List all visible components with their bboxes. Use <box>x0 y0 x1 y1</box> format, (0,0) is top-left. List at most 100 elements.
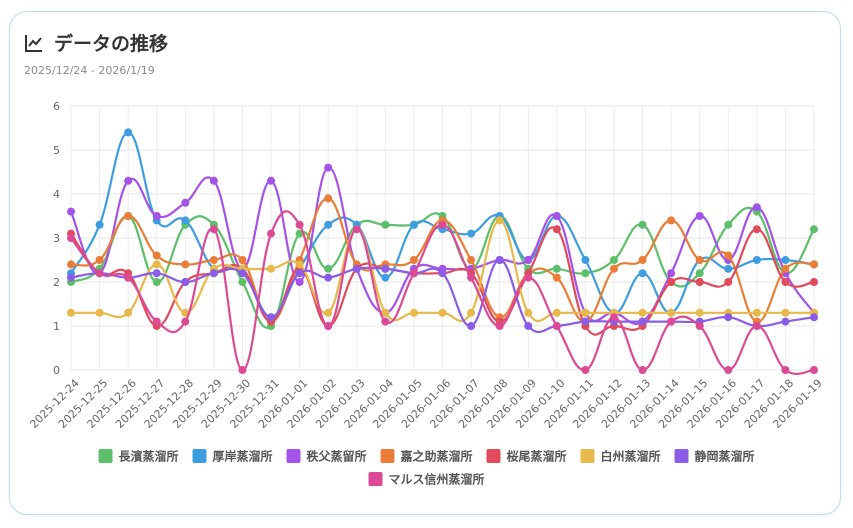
data-point <box>695 269 704 278</box>
data-point <box>209 256 218 264</box>
data-point <box>181 260 190 269</box>
data-point <box>295 220 304 229</box>
data-point <box>752 308 761 317</box>
data-point <box>609 256 618 264</box>
legend-label: 白州蒸溜所 <box>601 449 661 464</box>
data-point <box>152 251 161 260</box>
data-point <box>324 194 333 203</box>
data-point <box>381 317 390 326</box>
data-point <box>781 278 790 286</box>
data-point <box>238 366 247 374</box>
data-point <box>524 273 533 282</box>
data-point <box>124 128 133 137</box>
data-point <box>781 308 790 317</box>
data-point <box>438 220 447 229</box>
series-line-7 <box>70 210 815 375</box>
data-point <box>724 313 733 322</box>
data-point <box>381 220 390 229</box>
data-point <box>238 278 247 286</box>
data-point <box>495 216 504 225</box>
data-point <box>667 317 676 326</box>
data-point <box>581 317 590 326</box>
data-point <box>667 269 676 278</box>
data-point <box>524 322 533 330</box>
data-point <box>324 322 333 330</box>
data-point <box>209 225 218 234</box>
data-point <box>467 308 476 317</box>
data-point <box>552 273 561 282</box>
data-point <box>638 269 647 278</box>
data-point <box>609 264 618 273</box>
data-point <box>495 256 504 264</box>
data-point <box>381 264 390 273</box>
data-point <box>581 366 590 374</box>
data-point <box>124 176 133 185</box>
data-point <box>95 308 104 317</box>
data-point <box>638 366 647 374</box>
data-point <box>752 203 761 212</box>
data-point <box>638 220 647 229</box>
y-tick-label: 6 <box>53 100 60 113</box>
data-point <box>695 256 704 264</box>
data-point <box>124 273 133 282</box>
data-point <box>810 278 818 286</box>
data-point <box>152 212 161 220</box>
legend-swatch <box>368 472 383 486</box>
data-point <box>181 317 190 326</box>
data-point <box>581 256 590 264</box>
data-point <box>409 308 418 317</box>
data-point <box>409 256 418 264</box>
data-point <box>324 273 333 282</box>
data-point <box>810 225 818 234</box>
data-point <box>524 256 533 264</box>
y-tick-label: 0 <box>53 364 60 377</box>
data-point <box>95 220 104 229</box>
line-chart-icon <box>25 34 42 52</box>
data-point <box>267 313 276 322</box>
data-point <box>295 278 304 286</box>
data-point <box>781 317 790 326</box>
data-point <box>810 313 818 322</box>
data-point <box>724 251 733 260</box>
data-point <box>181 278 190 286</box>
data-point <box>552 322 561 330</box>
legend-label: 嘉之助蒸溜所 <box>399 449 472 464</box>
data-point <box>552 264 561 273</box>
data-point <box>667 216 676 225</box>
data-point <box>152 269 161 278</box>
page-title: データの推移 <box>54 33 169 55</box>
data-point <box>524 308 533 317</box>
legend-label: マルス信州蒸溜所 <box>388 472 484 487</box>
data-point <box>324 220 333 229</box>
data-point <box>695 308 704 317</box>
data-point <box>467 256 476 264</box>
data-point <box>810 366 818 374</box>
data-point <box>324 264 333 273</box>
data-point <box>152 278 161 286</box>
data-point <box>752 256 761 264</box>
data-point <box>238 256 247 264</box>
data-point <box>724 278 733 286</box>
legend-swatch <box>674 449 689 463</box>
data-point <box>552 308 561 317</box>
data-point <box>352 225 361 234</box>
legend-label: 静岡蒸溜所 <box>695 449 755 464</box>
y-tick-label: 2 <box>53 276 60 289</box>
data-point <box>638 256 647 264</box>
data-point <box>752 322 761 330</box>
data-point <box>552 212 561 220</box>
legend-swatch <box>380 449 395 463</box>
legend-swatch <box>98 449 113 463</box>
data-point <box>810 260 818 269</box>
data-point <box>467 229 476 238</box>
data-point <box>181 198 190 207</box>
data-point <box>381 273 390 282</box>
data-point <box>209 269 218 278</box>
data-point <box>667 278 676 286</box>
legend-swatch <box>486 449 501 463</box>
data-point <box>467 322 476 330</box>
y-tick-label: 1 <box>53 320 60 333</box>
data-point <box>267 229 276 238</box>
data-point <box>609 313 618 322</box>
data-point <box>695 212 704 220</box>
